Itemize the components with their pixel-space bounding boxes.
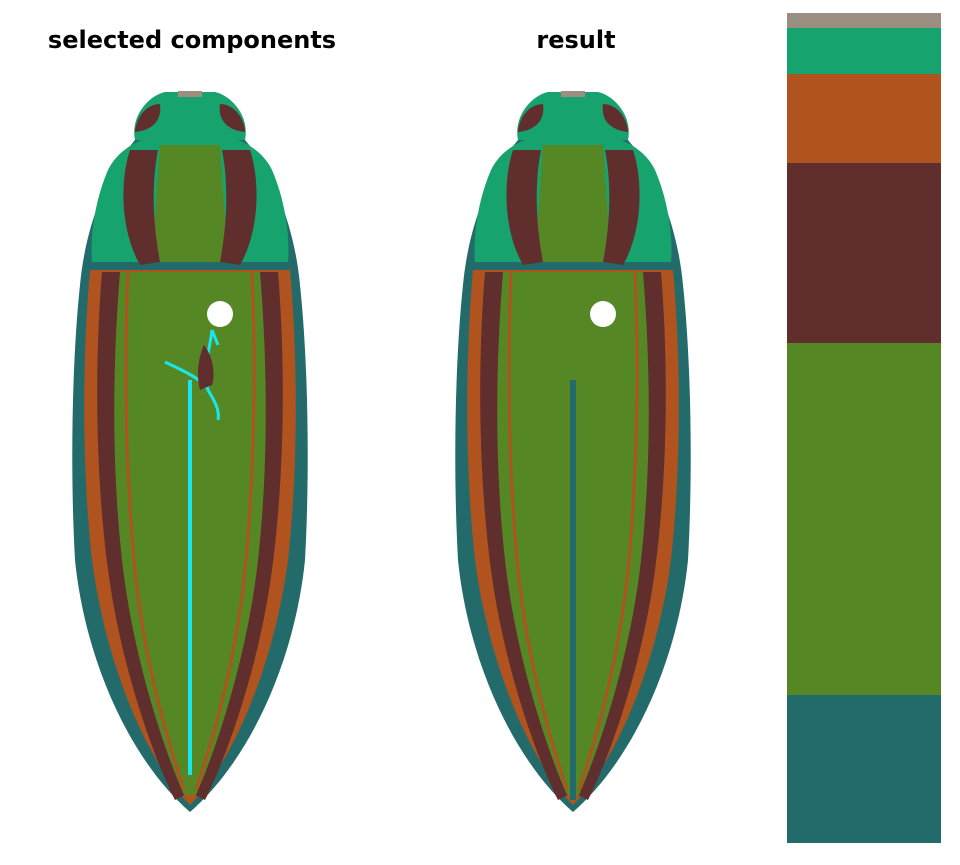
selected-components-image (70, 89, 310, 814)
swatch-olive (787, 342, 941, 696)
swatch-emerald (787, 27, 941, 74)
result-title: result (536, 26, 616, 54)
swatch-copper (787, 73, 941, 164)
result-image (453, 89, 693, 814)
swatch-gray (787, 13, 941, 28)
swatch-maroon (787, 163, 941, 343)
swatch-teal (787, 695, 941, 843)
selected-components-title: selected components (47, 26, 337, 54)
selected-crack (164, 329, 220, 421)
color-palette (787, 13, 941, 843)
